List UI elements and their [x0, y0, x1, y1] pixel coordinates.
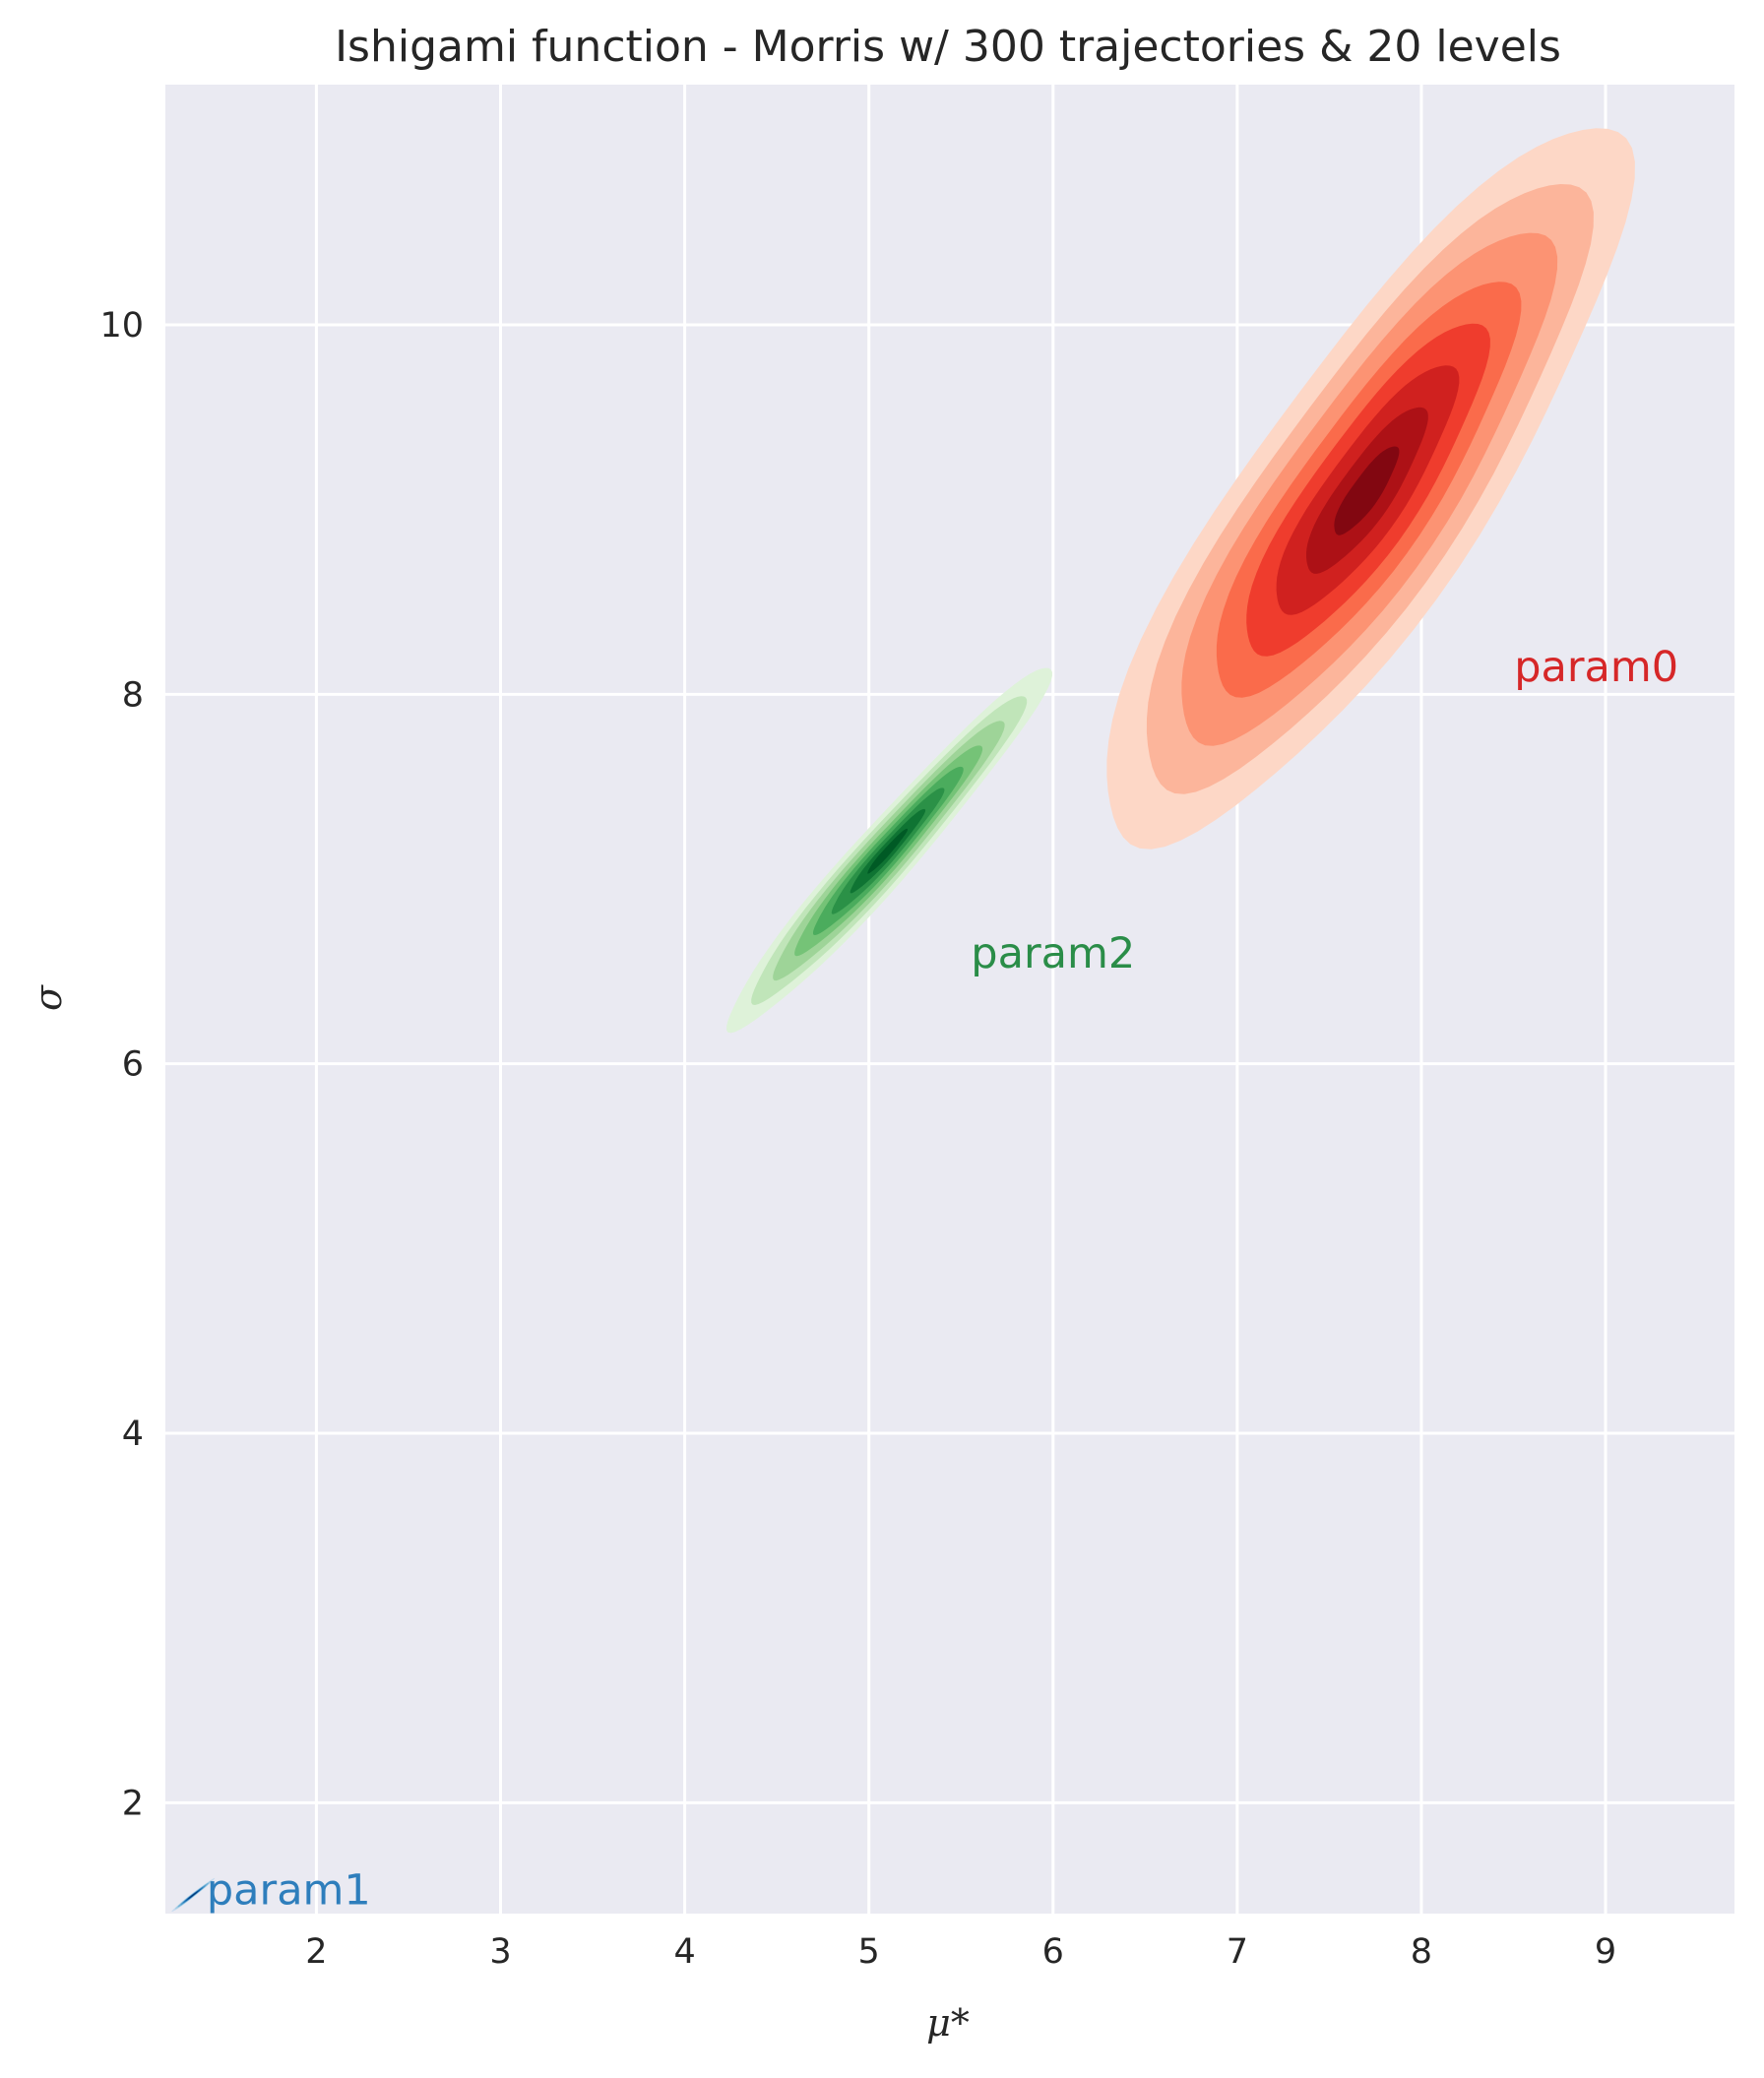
- x-tick-label: 3: [489, 1932, 511, 1972]
- chart-title: Ishigami function - Morris w/ 300 trajec…: [335, 22, 1561, 72]
- y-tick-label: 6: [122, 1045, 144, 1085]
- x-axis-label: μ*: [926, 2001, 970, 2045]
- y-tick-label: 10: [99, 306, 144, 346]
- kde-param2: [726, 667, 1052, 1034]
- y-axis-label: σ: [27, 984, 70, 1011]
- x-tick-label: 9: [1595, 1932, 1616, 1972]
- x-tick-label: 7: [1227, 1932, 1248, 1972]
- x-tick-label: 8: [1411, 1932, 1432, 1972]
- contour-level: [867, 828, 908, 874]
- x-tick-label: 6: [1042, 1932, 1064, 1972]
- series-label-param0: param0: [1514, 643, 1678, 692]
- x-tick-label: 2: [305, 1932, 327, 1972]
- kde-param1: [171, 1877, 216, 1913]
- contour-level: [1334, 446, 1400, 535]
- x-tick-label: 5: [858, 1932, 880, 1972]
- annotations: param0 param2 param1: [207, 643, 1678, 1915]
- contour-layer: [171, 128, 1635, 1913]
- grid: [165, 85, 1734, 1914]
- tick-labels: 2 3 4 5 6 7 8 9 2 4 6 8 10: [99, 306, 1616, 1972]
- x-tick-label: 4: [673, 1932, 695, 1972]
- y-tick-label: 2: [122, 1784, 144, 1823]
- series-label-param2: param2: [971, 929, 1135, 978]
- contour-level: [190, 1893, 196, 1898]
- y-tick-label: 4: [122, 1415, 144, 1454]
- series-label-param1: param1: [207, 1866, 371, 1916]
- kde-param0: [1106, 128, 1635, 850]
- y-tick-label: 8: [122, 675, 144, 715]
